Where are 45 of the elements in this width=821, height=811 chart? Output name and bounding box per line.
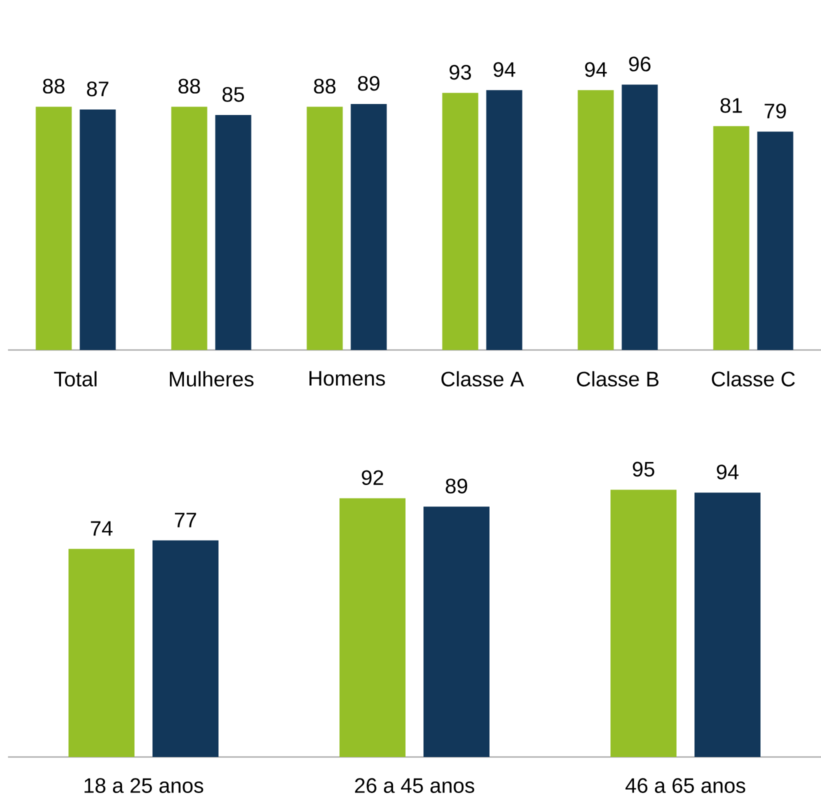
bar <box>578 90 614 350</box>
x-tick-label: Homens <box>310 371 385 386</box>
bar <box>340 498 406 757</box>
data-label: 92 <box>362 470 384 486</box>
data-label: 96 <box>629 56 650 72</box>
bar <box>622 84 658 350</box>
bar <box>486 90 522 350</box>
data-label: 94 <box>716 464 739 480</box>
bar <box>171 106 208 350</box>
data-label: 88 <box>314 78 336 94</box>
data-label: 93 <box>450 64 471 80</box>
data-label: 88 <box>43 78 64 94</box>
data-label: 81 <box>720 98 742 113</box>
bar <box>442 92 478 350</box>
x-tick-label: 46 a 65 anos <box>626 778 746 793</box>
data-label: 77 <box>174 512 196 528</box>
bar <box>694 492 761 757</box>
x-tick-label: Classe B <box>576 371 658 387</box>
data-label: 85 <box>222 87 244 102</box>
x-tick-label: Total <box>54 371 96 387</box>
bar <box>610 490 677 757</box>
bar <box>68 548 134 757</box>
data-label: 88 <box>178 78 200 94</box>
data-label: 87 <box>87 82 108 96</box>
data-label: 94 <box>585 62 607 77</box>
bar <box>713 126 750 350</box>
x-tick-label: 18 a 25 anos <box>84 778 204 793</box>
data-label: 74 <box>90 521 113 536</box>
data-label: 89 <box>446 478 468 494</box>
x-tick-label: Classe C <box>712 371 795 387</box>
x-tick-label: Mulheres <box>170 371 254 387</box>
data-label: 79 <box>764 104 786 118</box>
data-label: 95 <box>632 462 654 477</box>
bar <box>306 106 343 350</box>
x-tick-label: 26 a 45 anos <box>355 778 474 793</box>
bar <box>152 540 219 757</box>
bar <box>36 106 72 350</box>
bar <box>424 506 490 757</box>
data-label: 94 <box>494 62 516 77</box>
bar <box>80 109 116 350</box>
bar <box>350 104 387 350</box>
data-label: 89 <box>358 76 380 91</box>
bar <box>215 115 252 350</box>
bar <box>757 132 794 350</box>
x-tick-label: Classe A <box>441 371 524 387</box>
